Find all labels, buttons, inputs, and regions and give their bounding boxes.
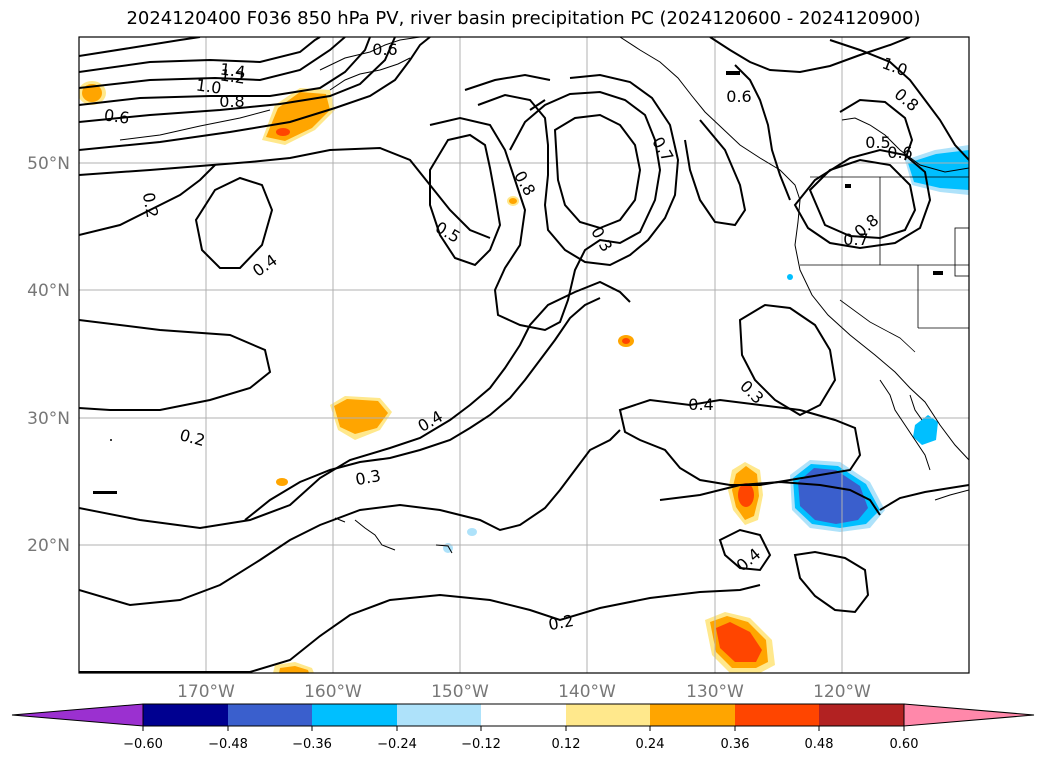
colorbar-tick-label: −0.60	[123, 737, 163, 752]
contour-label: 0.6	[103, 105, 131, 127]
colorbar: −0.60 −0.48 −0.36 −0.24 −0.12 0.12 0.24 …	[11, 703, 1035, 752]
colorbar-bin	[397, 704, 481, 726]
colorbar-bin	[650, 704, 735, 726]
map-markers	[93, 71, 943, 494]
map-title: 2024120400 F036 850 hPa PV, river basin …	[126, 8, 921, 29]
colorbar-tick-label: 0.12	[552, 737, 581, 752]
map-content: 1.4 1.2 1.0 0.8 0.6 0.6 0.2 0.4 0.5 0.8 …	[79, 37, 969, 673]
contour-label: 0.2	[547, 611, 575, 634]
colorbar-bin	[143, 704, 228, 726]
colorbar-extend-low	[11, 703, 144, 727]
colorbar-tick-label: −0.36	[292, 737, 332, 752]
lat-label: 20°N	[27, 536, 70, 556]
colorbar-tick-label: 0.60	[890, 737, 919, 752]
lon-label: 120°W	[813, 682, 871, 702]
colorbar-tick-label: −0.24	[377, 737, 417, 752]
precip-anomaly-fill	[79, 81, 969, 673]
lat-label: 40°N	[27, 281, 70, 301]
lon-label: 160°W	[304, 682, 362, 702]
contour-label: 0.6	[887, 143, 912, 162]
contour-label: 0.3	[354, 466, 382, 489]
colorbar-tick-label: −0.48	[208, 737, 248, 752]
contour-label: 0.6	[372, 40, 397, 59]
colorbar-bin	[819, 704, 904, 726]
colorbar-bin	[481, 704, 566, 726]
colorbar-bin	[228, 704, 312, 726]
contour-label: 1.4	[219, 59, 247, 81]
contour-label: 0.5	[865, 133, 890, 152]
lon-label: 130°W	[686, 682, 744, 702]
graticule	[79, 37, 969, 673]
pv-contours	[79, 37, 969, 673]
colorbar-tick-label: 0.48	[805, 737, 834, 752]
map-frame	[78, 36, 970, 674]
contour-label: 1.0	[195, 75, 223, 97]
contour-label: 1.2	[219, 65, 247, 87]
colorbar-tick-label: 0.24	[636, 737, 665, 752]
colorbar-bin	[735, 704, 819, 726]
colorbar-bin	[566, 704, 650, 726]
colorbar-extend-high	[903, 703, 1035, 727]
lon-label: 150°W	[431, 682, 489, 702]
contour-label: 0.6	[726, 87, 751, 106]
contour-label: 0.7	[843, 230, 868, 249]
lon-label: 140°W	[558, 682, 616, 702]
lat-label: 30°N	[27, 409, 70, 429]
boundaries	[800, 176, 969, 353]
coastlines	[119, 37, 969, 554]
map-panel	[79, 37, 969, 673]
contour-label: 0.4	[688, 395, 713, 414]
colorbar-bin	[312, 704, 397, 726]
lon-label: 170°W	[177, 682, 235, 702]
contour-label: 0.2	[139, 191, 162, 219]
contour-label: 0.8	[219, 92, 244, 111]
colorbar-tick-label: 0.36	[721, 737, 750, 752]
colorbar-tick-label: −0.12	[461, 737, 501, 752]
lat-label: 50°N	[27, 154, 70, 174]
